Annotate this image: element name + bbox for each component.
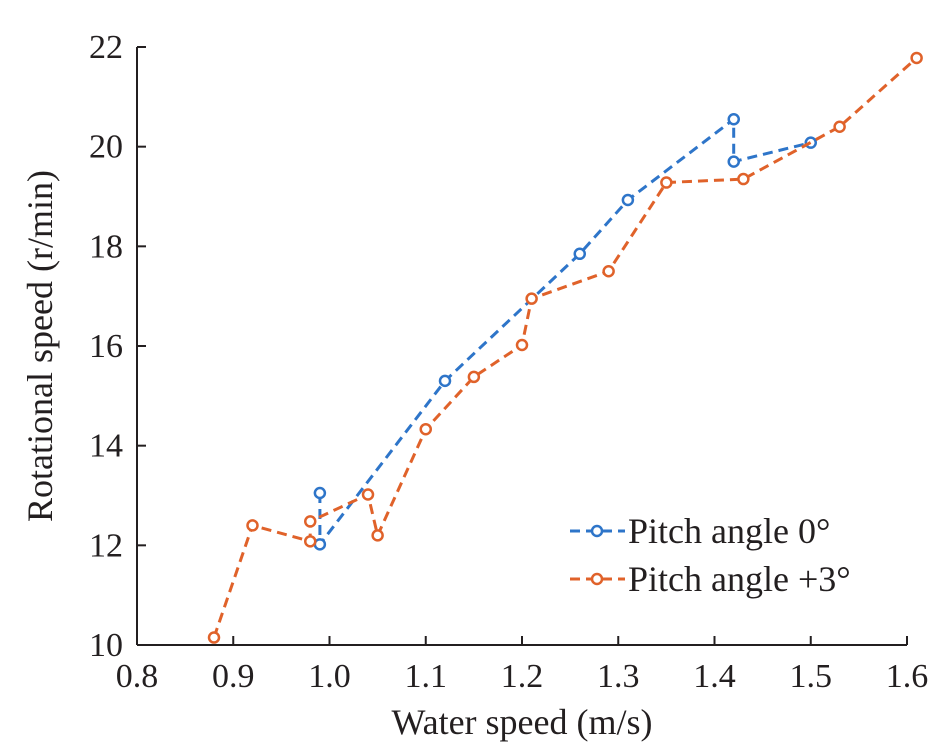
series-1-point [833, 120, 846, 133]
legend-marker-series-1 [590, 572, 604, 586]
x-axis-title: Water speed (m/s) [392, 702, 653, 742]
series-1-point [419, 422, 432, 436]
series-1-point [515, 338, 529, 352]
x-tick-label: 0.8 [116, 658, 159, 695]
series-1-point [361, 488, 375, 501]
x-tick-label: 1.5 [790, 658, 833, 695]
legend-marker-series-0 [590, 524, 604, 538]
series-0-point [727, 155, 740, 168]
y-tick-label: 10 [89, 627, 123, 664]
series-1-point [525, 292, 538, 305]
series-layer [207, 51, 923, 644]
y-tick-label: 16 [89, 328, 123, 365]
y-ticks: 10 12 14 16 18 20 22 [89, 29, 146, 664]
series-0-point [727, 113, 740, 126]
series-0-point [313, 486, 327, 500]
y-axis-title: Rotational speed (r/min) [20, 170, 60, 522]
x-ticks: 0.8 0.9 1.0 1.1 1.2 1.3 1.4 1.5 1.6 [116, 636, 929, 695]
series-0-point [621, 193, 635, 207]
series-1 [207, 51, 923, 644]
series-1-point [660, 176, 673, 189]
x-tick-label: 1.3 [597, 658, 640, 695]
series-1-point [371, 529, 384, 542]
legend: Pitch angle 0° Pitch angle +3° [570, 511, 851, 599]
series-1-point [304, 515, 317, 528]
x-tick-label: 1.4 [693, 658, 736, 695]
x-tick-label: 0.9 [212, 658, 255, 695]
series-1-point [910, 51, 923, 65]
y-tick-label: 14 [89, 428, 123, 465]
series-0 [313, 113, 817, 551]
y-tick-label: 22 [89, 29, 123, 66]
y-tick-label: 18 [89, 228, 123, 265]
series-0-point [438, 374, 452, 388]
x-tick-label: 1.2 [501, 658, 544, 695]
series-0-point [573, 247, 586, 261]
y-tick-label: 12 [89, 527, 123, 564]
series-1-point [207, 631, 221, 644]
series-1-point [467, 370, 481, 384]
series-1-line [212, 56, 918, 638]
x-tick-label: 1.6 [886, 658, 929, 695]
series-1-point [246, 519, 259, 532]
series-1-point [304, 535, 317, 548]
legend-label-series-1: Pitch angle +3° [628, 559, 851, 599]
y-tick-label: 20 [89, 129, 123, 166]
legend-label-series-0: Pitch angle 0° [628, 511, 830, 551]
series-0-line [318, 117, 812, 546]
series-1-point [737, 172, 750, 186]
x-tick-label: 1.1 [405, 658, 448, 695]
x-tick-label: 1.0 [308, 658, 351, 695]
series-1-point [602, 265, 615, 278]
